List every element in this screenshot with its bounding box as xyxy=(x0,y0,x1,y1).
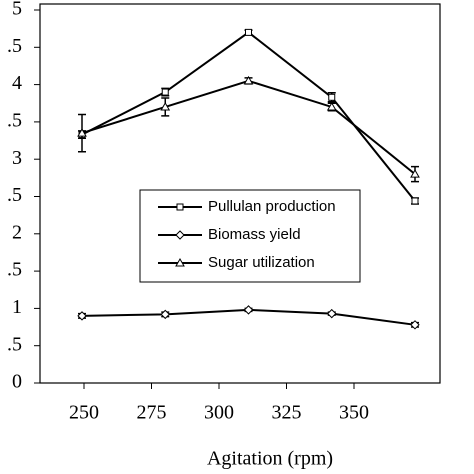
x-tick-label: 250 xyxy=(69,402,99,424)
marker xyxy=(328,93,336,101)
marker xyxy=(326,101,337,111)
marker xyxy=(411,197,419,205)
legend: Pullulan production Biomass yield Sugar ut… xyxy=(139,189,361,283)
marker xyxy=(77,311,87,321)
marker xyxy=(245,28,252,36)
y-tick-label: .5 xyxy=(7,35,22,57)
marker xyxy=(175,230,185,240)
marker xyxy=(175,257,185,267)
plot-frame xyxy=(39,3,441,384)
x-tick-label: 275 xyxy=(137,402,167,424)
marker xyxy=(160,101,171,111)
marker xyxy=(243,305,254,315)
series-line xyxy=(81,79,416,175)
marker xyxy=(160,309,170,320)
x-tick-label: 350 xyxy=(339,402,369,424)
y-tick-label: .5 xyxy=(7,184,22,206)
y-tick-label: 5 xyxy=(12,0,22,20)
marker xyxy=(243,75,254,85)
marker xyxy=(327,308,337,319)
marker xyxy=(161,88,169,96)
marker xyxy=(410,320,420,330)
marker xyxy=(77,128,87,137)
legend-label: Biomass yield xyxy=(208,226,301,243)
y-tick-label: .5 xyxy=(7,109,22,131)
marker xyxy=(176,203,184,211)
y-tick-label: .5 xyxy=(7,259,22,281)
x-tick-label: 300 xyxy=(204,402,234,424)
y-tick-label: 2 xyxy=(12,221,22,243)
y-tick-label: 4 xyxy=(12,72,22,94)
y-tick-label: 1 xyxy=(12,296,22,318)
marker xyxy=(410,169,420,178)
y-tick-label: 0 xyxy=(12,371,22,393)
legend-label: Sugar utilization xyxy=(208,254,315,271)
x-axis-label: Agitation (rpm) xyxy=(207,448,333,470)
x-tick-label: 325 xyxy=(272,402,302,424)
y-tick-label: 3 xyxy=(12,147,22,169)
y-tick-label: .5 xyxy=(7,333,22,355)
legend-label: Pullulan production xyxy=(208,198,336,215)
